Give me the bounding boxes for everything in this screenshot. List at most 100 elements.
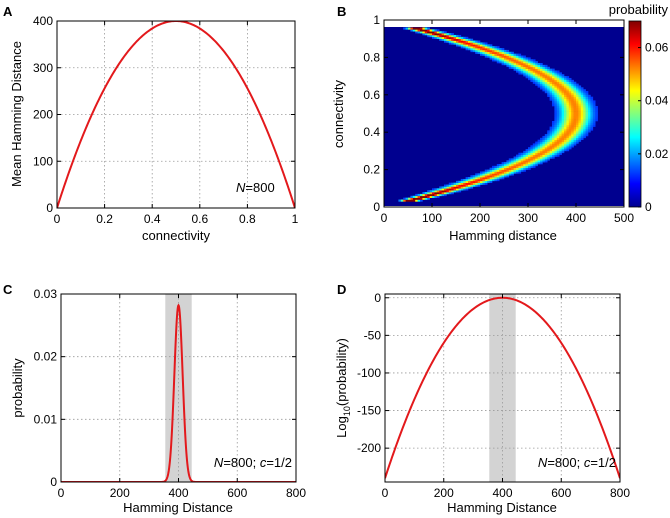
panel-b-heatmap-cell xyxy=(525,57,529,60)
panel-b-heatmap-cell xyxy=(504,163,507,167)
panel-b-heatmap-cell xyxy=(496,173,500,176)
panel-b-heatmap-cell xyxy=(549,76,553,79)
panel-c-ylabel: probability xyxy=(10,358,25,418)
panel-b-heatmap-cell xyxy=(559,85,562,88)
panel-b-heatmap-cell xyxy=(484,53,488,56)
panel-b-heatmap-cell xyxy=(506,171,510,174)
panel-b-heatmap-cell xyxy=(458,182,462,185)
panel-b-heatmap-cell xyxy=(518,53,522,56)
panel-b-heatmap-cell xyxy=(576,87,579,90)
panel-b-heatmap-cell xyxy=(415,29,418,32)
panel-b-heatmap-cell xyxy=(554,81,558,84)
panel-b-heatmap-cell xyxy=(549,87,553,90)
panel-b-heatmap-cell xyxy=(504,49,507,53)
panel-b-heatmap-cell xyxy=(441,193,445,197)
panel-b-heatmap-cell xyxy=(448,42,452,45)
panel-b-heatmap-cell xyxy=(566,104,570,107)
panel-b-heatmap-cell xyxy=(477,46,481,49)
panel-b-heatmap-cell xyxy=(542,76,546,79)
panel-b-heatmap-cell xyxy=(537,154,541,157)
panel-b-heatmap-cell xyxy=(552,135,555,139)
panel-b-heatmap-cell xyxy=(453,190,457,193)
panel-b-heatmap-cell xyxy=(564,104,567,107)
panel-a-annotation-rest: =800 xyxy=(245,180,274,195)
panel-b-heatmap-cell xyxy=(568,143,572,146)
panel-b-heatmap-cell xyxy=(446,186,450,189)
panel-b-heatmap-cell xyxy=(432,29,435,32)
panel-b-heatmap-cell xyxy=(528,150,531,154)
panel-b-heatmap-cell xyxy=(468,177,471,180)
panel-b-heatmap-cell xyxy=(427,33,430,36)
panel-b-heatmap-cell xyxy=(585,104,589,107)
panel-b-heatmap-cell xyxy=(499,175,502,178)
panel-b-heatmap-cell xyxy=(506,165,510,169)
panel-b-heatmap-cell xyxy=(530,76,534,79)
panel-b-heatmap-cell xyxy=(484,175,488,178)
panel-b-heatmap-cell xyxy=(520,163,524,167)
panel-b-heatmap-cell xyxy=(552,154,555,157)
panel-b-heatmap-cell xyxy=(520,152,524,155)
panel-b-heatmap-cell xyxy=(460,42,464,45)
panel-b-heatmap-cell xyxy=(583,126,586,129)
panel-b-heatmap-cell xyxy=(576,119,579,122)
panel-b-heatmap-cell xyxy=(499,59,502,62)
panel-b-heatmap-cell xyxy=(516,61,519,64)
panel-b-heatmap-cell xyxy=(520,70,524,73)
panel-b-heatmap-cell xyxy=(573,137,577,140)
panel-b-heatmap-cell xyxy=(576,85,579,88)
panel-a-xtick-label: 0.4 xyxy=(144,212,161,226)
panel-b-heatmap-cell xyxy=(528,149,531,152)
panel-c-yticks: 00.010.020.03 xyxy=(34,287,296,489)
panel-b-heatmap-cell xyxy=(595,106,598,109)
panel-b-heatmap-cell xyxy=(561,126,565,129)
panel-b-heatmap-cell xyxy=(424,195,428,198)
panel-b-heatmap-cell xyxy=(496,55,500,58)
panel-b-heatmap-cell xyxy=(470,180,474,183)
panel-a-xlabel: connectivity xyxy=(142,228,210,243)
panel-b-heatmap-cell xyxy=(576,92,579,96)
panel-b-heatmap-cell xyxy=(592,122,596,126)
panel-b-heatmap-cell xyxy=(535,64,538,68)
panel-b-heatmap-cell xyxy=(472,177,476,180)
panel-b-heatmap-cell xyxy=(530,165,534,169)
panel-b-heatmap-cell xyxy=(535,149,538,152)
panel-b-heatmap-cell xyxy=(549,141,553,144)
panel-b-heatmap-cell xyxy=(451,190,454,193)
panel-b-heatmap-cell xyxy=(520,154,524,157)
panel-b-heatmap-cell xyxy=(448,36,452,39)
panel-b-heatmap-cell xyxy=(494,55,498,58)
panel-b-heatmap-cell xyxy=(405,27,409,30)
panel-b-heatmap-cell xyxy=(561,102,565,105)
panel-b-heatmap-cell xyxy=(484,173,488,176)
panel-b-heatmap-cell xyxy=(564,81,567,84)
panel-b-heatmap-cell xyxy=(559,128,562,131)
panel-b-heatmap-cell xyxy=(583,130,586,133)
panel-b-colorbar-tick-label: 0.06 xyxy=(645,41,669,55)
panel-b-heatmap-cell xyxy=(561,79,565,83)
panel-b-heatmap-cell xyxy=(427,29,430,32)
panel-b-heatmap-cell xyxy=(487,173,490,176)
panel-b-heatmap-cell xyxy=(501,169,505,172)
panel-b-heatmap-cell xyxy=(561,117,565,120)
panel-b-heatmap-cell xyxy=(549,154,553,157)
panel-b-heatmap-cell xyxy=(537,143,541,146)
panel-b-heatmap-cell xyxy=(424,31,428,34)
panel-b-heatmap-cell xyxy=(571,106,574,109)
panel-b-heatmap-cell xyxy=(489,177,493,180)
panel-b-heatmap-cell xyxy=(537,76,541,79)
panel-b-heatmap-cell xyxy=(566,76,570,79)
panel-b-heatmap-cell xyxy=(573,107,577,111)
panel-b-heatmap-cell xyxy=(530,59,534,62)
panel-b-heatmap-cell xyxy=(588,104,591,107)
panel-b-heatmap-cell xyxy=(424,192,428,195)
panel-b-heatmap-cell xyxy=(530,66,534,69)
panel-b-heatmap-cell xyxy=(556,132,560,135)
panel-b-heatmap-cell xyxy=(556,150,560,154)
panel-b-heatmap-cell xyxy=(470,178,474,182)
panel-b-heatmap-cell xyxy=(537,63,541,66)
panel-b-heatmap-cell xyxy=(566,100,570,103)
panel-b-heatmap-cell xyxy=(535,156,538,159)
panel-d-xtick-label: 200 xyxy=(434,486,454,500)
panel-b-heatmap-cell xyxy=(578,115,582,118)
panel-b-heatmap-cell xyxy=(552,132,555,135)
